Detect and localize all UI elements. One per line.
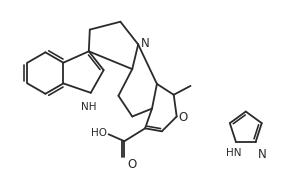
Text: N: N xyxy=(257,148,266,161)
Text: O: O xyxy=(179,111,188,124)
Text: NH: NH xyxy=(81,102,97,112)
Text: HN: HN xyxy=(226,148,242,158)
Text: O: O xyxy=(127,158,136,171)
Text: HO: HO xyxy=(91,128,107,138)
Text: N: N xyxy=(141,37,150,50)
